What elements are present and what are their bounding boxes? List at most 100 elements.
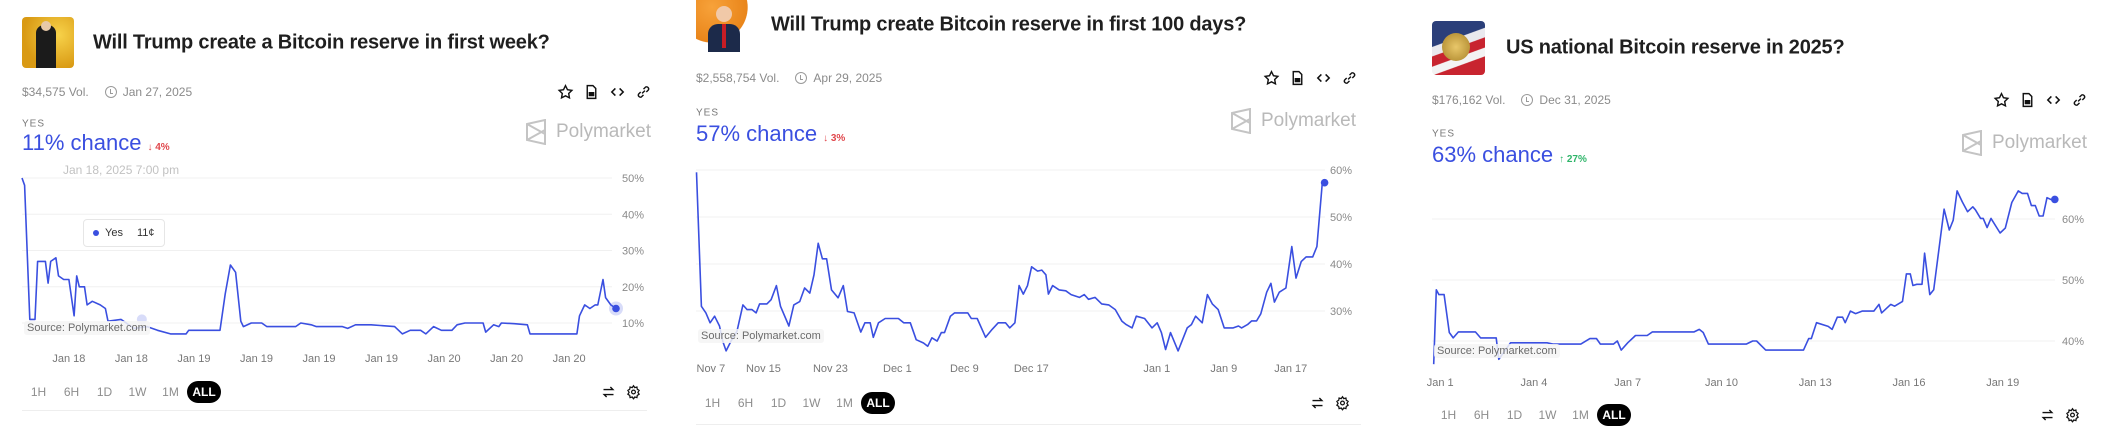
x-tick-label: Jan 19: [365, 353, 398, 365]
y-tick-label: 40%: [1330, 259, 1352, 271]
x-tick-label: Jan 19: [240, 353, 273, 365]
current-point: [1320, 178, 1329, 187]
price-chart[interactable]: 60% 50% 40% Jan 1 Jan 4 Jan 7 Jan 10 Jan 13 Jan …: [1400, 0, 2100, 430]
document-icon[interactable]: [583, 84, 600, 101]
x-tick-label: Jan 20: [428, 353, 461, 365]
x-tick-label: Dec 9: [950, 363, 979, 375]
chance-percent: 63% chance: [1432, 142, 1554, 167]
chance-percent: 57% chance: [696, 121, 818, 146]
x-tick-label: Jan 1: [1143, 363, 1170, 375]
volume: $34,575 Vol.: [22, 85, 89, 99]
price-chart[interactable]: 60% 50% 40% 30% Nov 7 Nov 15 Nov 23 Dec 1 Dec 9 D…: [680, 0, 1380, 430]
range-1w[interactable]: 1W: [802, 396, 821, 410]
x-tick-label: Jan 19: [177, 353, 210, 365]
range-1m[interactable]: 1M: [836, 396, 853, 410]
current-point: [2051, 195, 2059, 204]
clock-icon: [1521, 94, 1534, 106]
polymarket-logo-icon: [1231, 108, 1251, 134]
polymarket-logo: Polymarket: [1229, 108, 1356, 134]
divider: [22, 410, 647, 411]
swap-icon[interactable]: [1310, 396, 1325, 411]
market-thumbnail: [1432, 21, 1485, 75]
time-range-selector: 1H 6H 1D 1W 1M ALL: [22, 381, 221, 403]
document-icon[interactable]: [2019, 92, 2036, 109]
range-1w[interactable]: 1W: [1538, 408, 1557, 422]
time-range-selector: 1H 6H 1D 1W 1M ALL: [1432, 404, 1631, 426]
outcome-label: YES: [696, 107, 720, 119]
chance-value: 57% chance ↓ 3%: [696, 121, 845, 147]
embed-code-icon[interactable]: [2045, 92, 2062, 109]
settings-gear-icon[interactable]: [2065, 407, 2080, 423]
x-tick-label: Jan 17: [1274, 363, 1307, 375]
range-all[interactable]: ALL: [861, 392, 895, 414]
x-tick-label: Nov 7: [697, 363, 726, 375]
range-1h[interactable]: 1H: [30, 385, 47, 399]
link-icon[interactable]: [2071, 92, 2088, 109]
market-thumbnail: [22, 17, 74, 68]
polymarket-logo-icon: [526, 119, 546, 145]
outcome-label: YES: [1432, 128, 1456, 140]
range-1d[interactable]: 1D: [770, 396, 787, 410]
range-1d[interactable]: 1D: [1506, 408, 1523, 422]
y-tick-label: 40%: [622, 209, 644, 221]
brand-name: Polymarket: [1261, 110, 1357, 131]
x-tick-label: Jan 9: [1210, 363, 1237, 375]
x-tick-label: Jan 7: [1614, 377, 1641, 389]
clock-icon: [795, 72, 808, 84]
x-tick-label: Jan 20: [490, 353, 523, 365]
series-line-yes: [1432, 190, 2055, 365]
chart-source: Source: Polymarket.com: [698, 329, 824, 343]
range-6h[interactable]: 6H: [1473, 408, 1490, 422]
embed-code-icon[interactable]: [1315, 70, 1332, 87]
series-line-yes: [21, 177, 617, 335]
market-title[interactable]: Will Trump create Bitcoin reserve in fir…: [771, 13, 1247, 36]
x-tick-label: Dec 1: [883, 363, 912, 375]
market-title[interactable]: Will Trump create a Bitcoin reserve in f…: [93, 31, 550, 54]
market-card: US national Bitcoin reserve in 2025? $17…: [1400, 0, 2100, 430]
chart-tools: [2040, 407, 2080, 423]
market-card: Will Trump create Bitcoin reserve in fir…: [680, 0, 1380, 430]
range-6h[interactable]: 6H: [737, 396, 754, 410]
brand-name: Polymarket: [556, 121, 652, 142]
x-tick-label: Jan 16: [1892, 377, 1925, 389]
range-6h[interactable]: 6H: [63, 385, 80, 399]
series-line-yes: [695, 172, 1326, 352]
range-1d[interactable]: 1D: [96, 385, 113, 399]
tooltip-value: 11¢: [136, 227, 155, 239]
y-tick-label: 30%: [622, 246, 644, 258]
x-tick-label: Jan 19: [302, 353, 335, 365]
action-icons: [557, 83, 652, 101]
star-icon[interactable]: [1993, 91, 2010, 109]
link-icon[interactable]: [1341, 70, 1358, 87]
chance-value: 63% chance ↑ 27%: [1432, 142, 1587, 168]
link-icon[interactable]: [635, 84, 652, 101]
time-range-selector: 1H 6H 1D 1W 1M ALL: [696, 392, 895, 414]
market-title[interactable]: US national Bitcoin reserve in 2025?: [1506, 36, 1845, 59]
price-chart[interactable]: 50% 40% 30% 20% 10% Jan 18 Jan 18 Jan 19 Jan 19 J…: [0, 0, 700, 430]
range-1h[interactable]: 1H: [704, 396, 721, 410]
chance-change: ↓ 3%: [823, 133, 846, 144]
x-tick-label: Jan 18: [115, 353, 148, 365]
chart-tooltip: Yes 11¢: [83, 219, 165, 247]
range-all[interactable]: ALL: [1597, 404, 1631, 426]
document-icon[interactable]: [1289, 70, 1306, 87]
settings-gear-icon[interactable]: [1335, 395, 1350, 411]
outcome-label: YES: [22, 118, 46, 130]
y-tick-label: 50%: [1330, 212, 1352, 224]
series-dot-icon: [93, 230, 99, 236]
star-icon[interactable]: [1263, 69, 1280, 87]
divider: [696, 424, 1361, 425]
range-1w[interactable]: 1W: [128, 385, 147, 399]
star-icon[interactable]: [557, 83, 574, 101]
range-1m[interactable]: 1M: [162, 385, 179, 399]
settings-gear-icon[interactable]: [626, 384, 641, 400]
chance-percent: 11% chance: [22, 130, 142, 155]
swap-icon[interactable]: [601, 385, 616, 400]
embed-code-icon[interactable]: [609, 84, 626, 101]
range-1m[interactable]: 1M: [1572, 408, 1589, 422]
range-all[interactable]: ALL: [187, 381, 221, 403]
y-tick-label: 30%: [1330, 306, 1352, 318]
y-tick-label: 20%: [622, 282, 644, 294]
range-1h[interactable]: 1H: [1440, 408, 1457, 422]
swap-icon[interactable]: [2040, 408, 2055, 423]
